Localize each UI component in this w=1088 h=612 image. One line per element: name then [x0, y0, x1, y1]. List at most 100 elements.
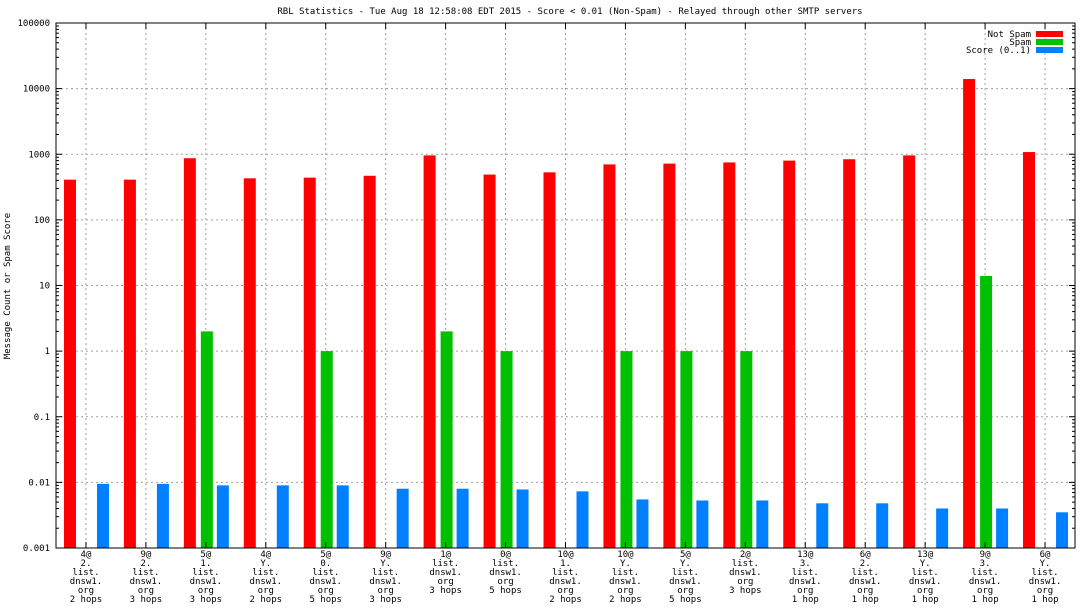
x-tick-label-line: 2. — [81, 559, 92, 569]
bar-not-spam — [483, 174, 496, 549]
bar-not-spam — [603, 164, 616, 548]
bar-not-spam — [963, 79, 976, 549]
bar-score-0-1 — [96, 483, 109, 548]
x-tick-label-line: 3. — [980, 559, 991, 569]
bar-score-0-1 — [816, 503, 829, 548]
x-tick-label-line: Y. — [680, 559, 691, 569]
x-tick-label-line: 0@ — [500, 550, 511, 560]
x-tick-label-line: dnsw1. — [489, 568, 522, 578]
x-tick-label-line: org — [557, 586, 573, 596]
x-tick-label-line: org — [857, 586, 873, 596]
x-tick-label-line: Y. — [620, 559, 631, 569]
y-axis-label: Message Count or Spam Score — [3, 213, 13, 359]
x-tick-label-line: 3 hops — [369, 595, 402, 605]
x-tick-label-line: list. — [852, 568, 879, 578]
x-tick-label-line: dnsw1. — [190, 577, 223, 587]
x-tick-label-line: list. — [492, 559, 519, 569]
x-tick-label-line: 13@ — [797, 550, 814, 560]
x-tick-label: 0@ list. dnsw1. org 5 hops — [489, 550, 522, 596]
bar-spam — [440, 331, 453, 548]
x-tick-label-line: dnsw1. — [130, 577, 163, 587]
bar-not-spam — [183, 158, 196, 548]
x-tick-label-line: 5 hops — [489, 586, 522, 596]
bar-not-spam — [843, 159, 856, 548]
bar-not-spam — [723, 162, 736, 549]
x-tick-label: 9@ 3. list. dnsw1. org 1 hop — [969, 550, 1002, 605]
x-tick-label-line: 5@ — [680, 550, 691, 560]
bar-score-0-1 — [696, 500, 709, 548]
x-tick-label-line: org — [378, 586, 394, 596]
x-tick-label-line: list. — [1031, 568, 1058, 578]
legend-label: Not Spam — [988, 30, 1031, 40]
x-tick-label-line: 2. — [860, 559, 871, 569]
bar-spam — [320, 351, 333, 548]
x-tick-label-line: list. — [612, 568, 639, 578]
x-tick-label-line: list. — [192, 568, 219, 578]
x-tick-label-line: 5 hops — [309, 595, 342, 605]
x-tick-label-line: org — [318, 586, 334, 596]
x-tick-label-line: 1 hop — [1031, 595, 1058, 605]
bar-score-0-1 — [216, 485, 229, 548]
x-tick-label-line: dnsw1. — [789, 577, 822, 587]
x-tick-label-line: org — [617, 586, 633, 596]
x-tick-label-line: 3 hops — [429, 586, 462, 596]
x-tick-label-line: dnsw1. — [849, 577, 882, 587]
x-tick-label-line: 1. — [200, 559, 211, 569]
bar-spam — [200, 331, 213, 548]
bar-spam — [740, 351, 753, 548]
bar-score-0-1 — [396, 488, 409, 548]
y-tick-label: 0.1 — [34, 413, 50, 423]
x-tick-label-line: dnsw1. — [669, 577, 702, 587]
bar-score-0-1 — [636, 499, 649, 548]
x-tick-label-line: org — [497, 577, 513, 587]
x-tick-label-line: list. — [432, 559, 459, 569]
legend-swatch — [1036, 39, 1063, 45]
x-tick-label-line: list. — [132, 568, 159, 578]
x-tick-label-line: 13@ — [917, 550, 934, 560]
x-tick-label-line: list. — [972, 568, 999, 578]
bar-spam — [620, 351, 633, 548]
bar-score-0-1 — [456, 488, 469, 548]
x-tick-label: 5@ Y. list. dnsw1. org 5 hops — [669, 550, 702, 605]
x-tick-label: 13@ Y. list. dnsw1. org 1 hop — [909, 550, 942, 605]
x-tick-label-line: 9@ — [140, 550, 151, 560]
x-tick-label-line: Y. — [920, 559, 931, 569]
x-tick-label-line: org — [258, 586, 274, 596]
x-tick-label-line: 1@ — [440, 550, 451, 560]
x-tick-label-line: 6@ — [860, 550, 871, 560]
bar-score-0-1 — [276, 485, 289, 548]
bars-layer — [63, 79, 1069, 549]
x-tick-label-line: 1 hop — [852, 595, 879, 605]
bar-score-0-1 — [516, 489, 529, 548]
bar-spam — [980, 275, 993, 548]
x-tick-label-line: 3 hops — [130, 595, 163, 605]
bar-not-spam — [243, 178, 256, 548]
bar-not-spam — [903, 155, 916, 548]
x-tick-label-line: dnsw1. — [70, 577, 103, 587]
y-tick-label: 10 — [39, 282, 50, 292]
x-tick-label: 9@ 2. list. dnsw1. org 3 hops — [130, 550, 163, 605]
x-tick-label-line: 10@ — [617, 550, 634, 560]
x-tick-label: 5@ 0. list. dnsw1. org 5 hops — [309, 550, 342, 605]
x-tick-label: 10@ 1. list. dnsw1. org 2 hops — [549, 550, 582, 605]
legend-swatch — [1036, 47, 1063, 53]
legend-label: Spam — [1009, 38, 1031, 48]
x-tick-label-line: list. — [312, 568, 339, 578]
bar-score-0-1 — [936, 508, 949, 548]
x-tick-label-line: dnsw1. — [250, 577, 283, 587]
x-tick-label: 6@ Y. list. dnsw1. org 1 hop — [1029, 550, 1062, 605]
x-tick-label: 13@ 3. list. dnsw1. org 1 hop — [789, 550, 822, 605]
x-tick-label-line: dnsw1. — [1029, 577, 1062, 587]
x-tick-label-line: dnsw1. — [609, 577, 642, 587]
x-tick-label-line: list. — [732, 559, 759, 569]
x-tick-label-line: dnsw1. — [369, 577, 402, 587]
bar-not-spam — [783, 160, 796, 548]
bar-not-spam — [63, 179, 76, 548]
x-tick-label-line: list. — [372, 568, 399, 578]
y-tick-label: 100 — [34, 216, 50, 226]
bar-not-spam — [1023, 152, 1036, 548]
x-tick-label-line: 4@ — [260, 550, 271, 560]
y-tick-label: 100000 — [17, 19, 50, 29]
bar-score-0-1 — [756, 500, 769, 548]
